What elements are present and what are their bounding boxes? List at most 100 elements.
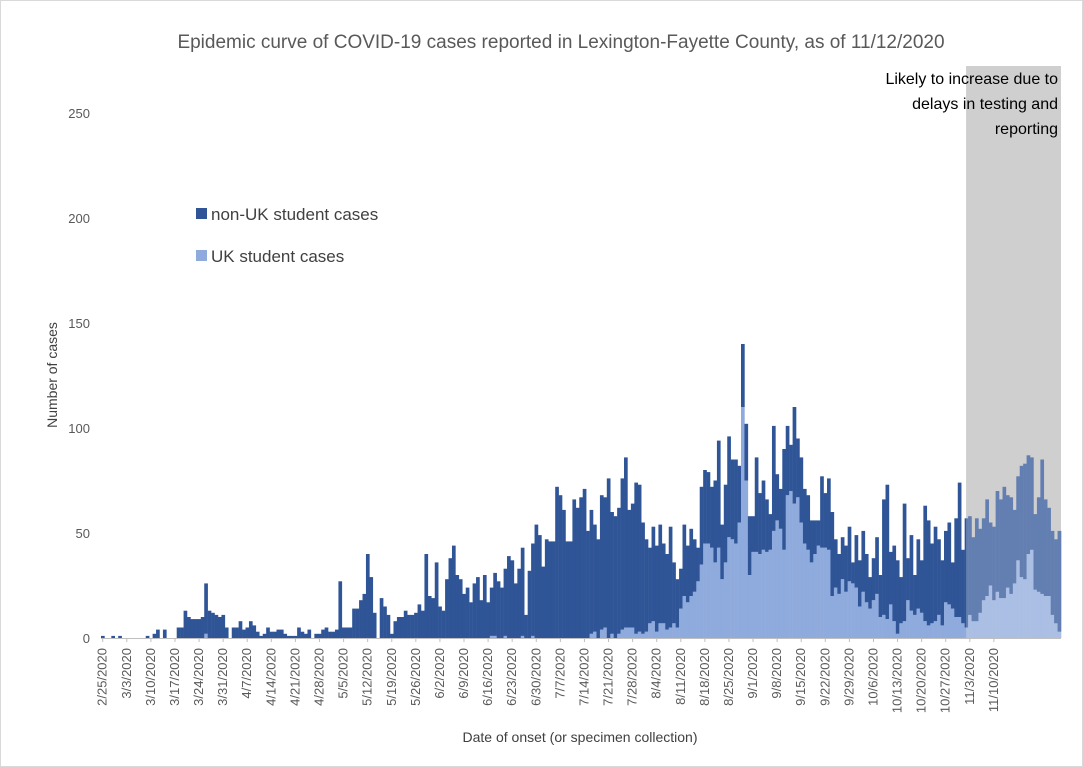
bar-uk-student (685, 602, 690, 638)
bar-non-uk-student (496, 581, 501, 638)
bar-non-uk-student (1026, 455, 1031, 554)
x-tick-label: 9/29/2020 (841, 648, 856, 706)
x-tick-label: 3/3/2020 (119, 648, 134, 699)
bar-uk-student (840, 579, 845, 638)
bar-non-uk-student (348, 627, 353, 638)
legend-swatch-uk (196, 250, 207, 261)
bar-non-uk-student (1009, 497, 1014, 594)
x-tick-label: 7/28/2020 (625, 648, 640, 706)
bar-uk-student (882, 614, 886, 638)
bar-non-uk-student (981, 518, 986, 601)
bar-uk-student (995, 591, 1000, 638)
y-tick-label: 150 (68, 316, 90, 331)
bar-non-uk-student (847, 526, 852, 582)
bar-uk-student (981, 600, 986, 638)
bar-non-uk-student (888, 551, 893, 605)
bar-non-uk-student (978, 528, 983, 613)
bar-uk-student (1016, 560, 1020, 638)
bar-non-uk-student (548, 541, 553, 638)
bar-uk-student (1033, 589, 1038, 638)
bar-non-uk-student (286, 635, 291, 638)
bar-non-uk-student (947, 522, 952, 605)
bar-uk-student (916, 608, 921, 638)
bar-non-uk-student (101, 635, 105, 638)
bar-uk-student (734, 543, 738, 638)
bar-non-uk-student (950, 562, 955, 609)
bar-non-uk-student (954, 518, 959, 617)
bar-uk-student (723, 562, 728, 638)
bar-uk-student (699, 564, 704, 638)
bar-non-uk-student (372, 612, 377, 638)
bar-uk-student (868, 608, 873, 638)
bar-uk-student (768, 549, 773, 638)
bar-uk-student (851, 583, 855, 638)
bar-non-uk-student (176, 627, 181, 638)
bar-uk-student (778, 528, 783, 638)
bar-non-uk-student (868, 577, 873, 609)
bar-non-uk-student (293, 635, 298, 638)
bar-non-uk-student (493, 572, 497, 636)
bar-uk-student (503, 635, 508, 638)
bar-non-uk-student (486, 602, 491, 638)
bar-uk-student (617, 633, 621, 638)
bar-non-uk-student (455, 575, 460, 638)
bar-non-uk-student (424, 554, 429, 638)
bar-non-uk-student (775, 474, 780, 521)
legend-label-uk: UK student cases (211, 247, 344, 266)
bar-non-uk-student (809, 520, 814, 563)
bar-uk-student (888, 604, 893, 638)
bar-non-uk-student (517, 568, 522, 638)
bar-non-uk-student (328, 631, 332, 638)
bar-non-uk-student (266, 627, 270, 638)
bar-uk-student (957, 617, 962, 638)
bar-non-uk-student (974, 518, 979, 622)
bar-uk-student (947, 604, 952, 638)
bar-uk-student (1040, 593, 1045, 638)
bar-non-uk-student (427, 596, 432, 638)
bar-non-uk-student (145, 635, 150, 638)
bar-uk-student (675, 627, 680, 638)
bar-non-uk-student (321, 629, 325, 638)
bar-non-uk-student (913, 575, 917, 615)
x-tick-label: 11/10/2020 (986, 648, 1001, 712)
bar-uk-student (964, 627, 969, 638)
bar-non-uk-student (338, 581, 343, 638)
bar-uk-student (658, 623, 663, 638)
bar-uk-student (796, 497, 800, 638)
x-tick-label: 3/24/2020 (191, 648, 206, 706)
bar-non-uk-student (637, 484, 642, 632)
bar-uk-student (906, 600, 910, 638)
bar-non-uk-student (469, 602, 473, 638)
bar-non-uk-student (648, 547, 652, 624)
bar-non-uk-student (118, 635, 122, 638)
axes-layer (101, 638, 1061, 642)
bar-non-uk-student (892, 545, 897, 622)
bar-non-uk-student (689, 528, 694, 596)
bar-non-uk-student (562, 509, 566, 638)
x-tick-label: 4/7/2020 (239, 648, 254, 699)
bar-non-uk-student (441, 610, 446, 638)
x-tick-label: 10/6/2020 (865, 648, 880, 706)
bar-uk-student (878, 617, 883, 638)
bar-uk-student (919, 612, 924, 638)
bar-non-uk-student (875, 537, 879, 594)
bar-non-uk-student (727, 436, 731, 538)
bar-non-uk-student (304, 633, 308, 638)
bar-non-uk-student (331, 631, 336, 638)
bar-non-uk-student (390, 633, 394, 638)
bar-uk-student (703, 543, 707, 638)
bar-non-uk-student (200, 617, 205, 638)
bar-non-uk-student (231, 627, 236, 638)
bar-non-uk-student (262, 633, 267, 638)
bar-non-uk-student (513, 583, 518, 638)
x-tick-label: 6/2/2020 (432, 648, 447, 699)
bar-non-uk-student (926, 520, 931, 626)
bar-uk-student (1009, 593, 1014, 638)
bar-non-uk-student (885, 484, 890, 620)
x-tick-label: 5/5/2020 (336, 648, 351, 699)
bar-non-uk-student (445, 579, 449, 638)
bar-non-uk-student (520, 547, 525, 636)
bar-non-uk-student (971, 537, 976, 622)
bar-uk-student (892, 621, 897, 638)
